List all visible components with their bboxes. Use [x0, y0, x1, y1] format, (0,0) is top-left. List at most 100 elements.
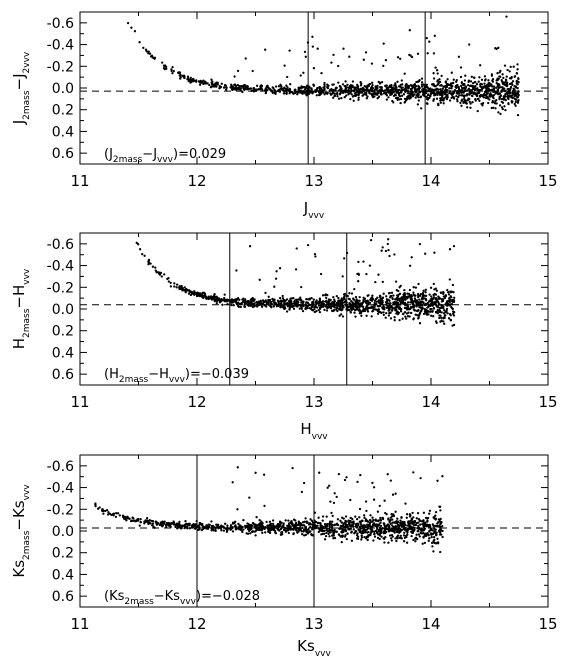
- data-point: [359, 473, 362, 477]
- data-point: [210, 529, 213, 532]
- data-point: [271, 91, 274, 95]
- data-point: [396, 517, 399, 520]
- data-point: [339, 519, 342, 522]
- data-point: [343, 257, 346, 260]
- data-point: [340, 521, 343, 524]
- data-point: [295, 247, 298, 250]
- data-point: [239, 525, 243, 528]
- data-point: [434, 66, 437, 69]
- data-point: [340, 540, 343, 544]
- data-point: [412, 471, 415, 474]
- data-point: [219, 85, 223, 89]
- data-point: [379, 296, 382, 299]
- data-point: [360, 314, 363, 317]
- data-point: [207, 523, 210, 526]
- data-point: [488, 94, 491, 97]
- data-point: [515, 80, 518, 83]
- data-point: [442, 102, 445, 105]
- data-point: [405, 513, 409, 516]
- data-point: [340, 302, 344, 306]
- data-point: [353, 311, 356, 314]
- data-point: [304, 55, 307, 58]
- data-point: [396, 534, 400, 537]
- y-tick-label: 0.4: [52, 567, 74, 583]
- data-point: [186, 75, 190, 78]
- data-point: [151, 520, 155, 523]
- data-point: [221, 303, 224, 306]
- data-point: [362, 527, 366, 530]
- data-point: [429, 525, 432, 528]
- data-point: [421, 522, 424, 526]
- data-point: [236, 508, 239, 511]
- data-point: [479, 94, 482, 97]
- data-point: [286, 301, 289, 305]
- data-point: [126, 517, 129, 520]
- data-point: [440, 89, 444, 93]
- data-point: [397, 92, 400, 95]
- data-point: [402, 93, 406, 96]
- data-point: [267, 299, 270, 302]
- data-point: [417, 316, 420, 319]
- data-point: [323, 85, 326, 88]
- data-point: [330, 305, 333, 308]
- data-point: [378, 534, 381, 537]
- data-point: [516, 63, 519, 66]
- data-point: [454, 85, 457, 89]
- data-point: [346, 306, 350, 309]
- data-point: [354, 315, 357, 318]
- data-point: [180, 285, 183, 288]
- data-point: [469, 106, 472, 109]
- data-point: [298, 307, 301, 310]
- data-point: [389, 516, 392, 519]
- data-point: [365, 302, 368, 305]
- data-point: [359, 522, 362, 525]
- data-point: [309, 530, 312, 533]
- data-point: [377, 80, 380, 84]
- data-point: [435, 321, 438, 325]
- data-point: [370, 296, 374, 299]
- data-point: [321, 300, 325, 303]
- data-point: [508, 77, 512, 80]
- data-point: [463, 94, 466, 97]
- data-point: [377, 519, 380, 523]
- y-axis-label: J2mass−J2vvv: [10, 51, 32, 125]
- data-point: [498, 104, 502, 107]
- data-point: [329, 531, 332, 534]
- data-point: [405, 307, 408, 310]
- data-point: [310, 519, 314, 522]
- data-point: [271, 522, 275, 526]
- data-point: [506, 94, 509, 98]
- data-point: [183, 524, 186, 528]
- data-point: [409, 307, 412, 311]
- data-point: [319, 301, 323, 304]
- data-point: [439, 291, 443, 294]
- data-point: [285, 84, 288, 87]
- data-point: [438, 302, 441, 306]
- data-point: [446, 304, 449, 307]
- data-point: [306, 84, 309, 87]
- data-point: [396, 96, 400, 99]
- data-point: [381, 527, 384, 530]
- data-point: [378, 304, 381, 307]
- data-point: [439, 529, 442, 532]
- data-point: [440, 98, 443, 101]
- data-point: [513, 75, 516, 78]
- data-point: [390, 539, 393, 542]
- data-point: [510, 94, 514, 97]
- data-point: [163, 273, 166, 276]
- data-point: [351, 89, 355, 92]
- data-point: [392, 86, 395, 89]
- x-axis-label: Ksvvv: [297, 637, 331, 659]
- y-tick-label: -0.6: [47, 459, 74, 475]
- data-point: [487, 82, 490, 85]
- data-point: [344, 80, 347, 83]
- data-point: [348, 303, 352, 307]
- data-point: [349, 516, 352, 520]
- data-point: [352, 86, 355, 89]
- data-point: [230, 303, 233, 307]
- data-point: [325, 309, 329, 312]
- data-point: [442, 307, 445, 310]
- data-point: [405, 516, 408, 519]
- data-point: [509, 65, 512, 69]
- data-point: [126, 21, 130, 25]
